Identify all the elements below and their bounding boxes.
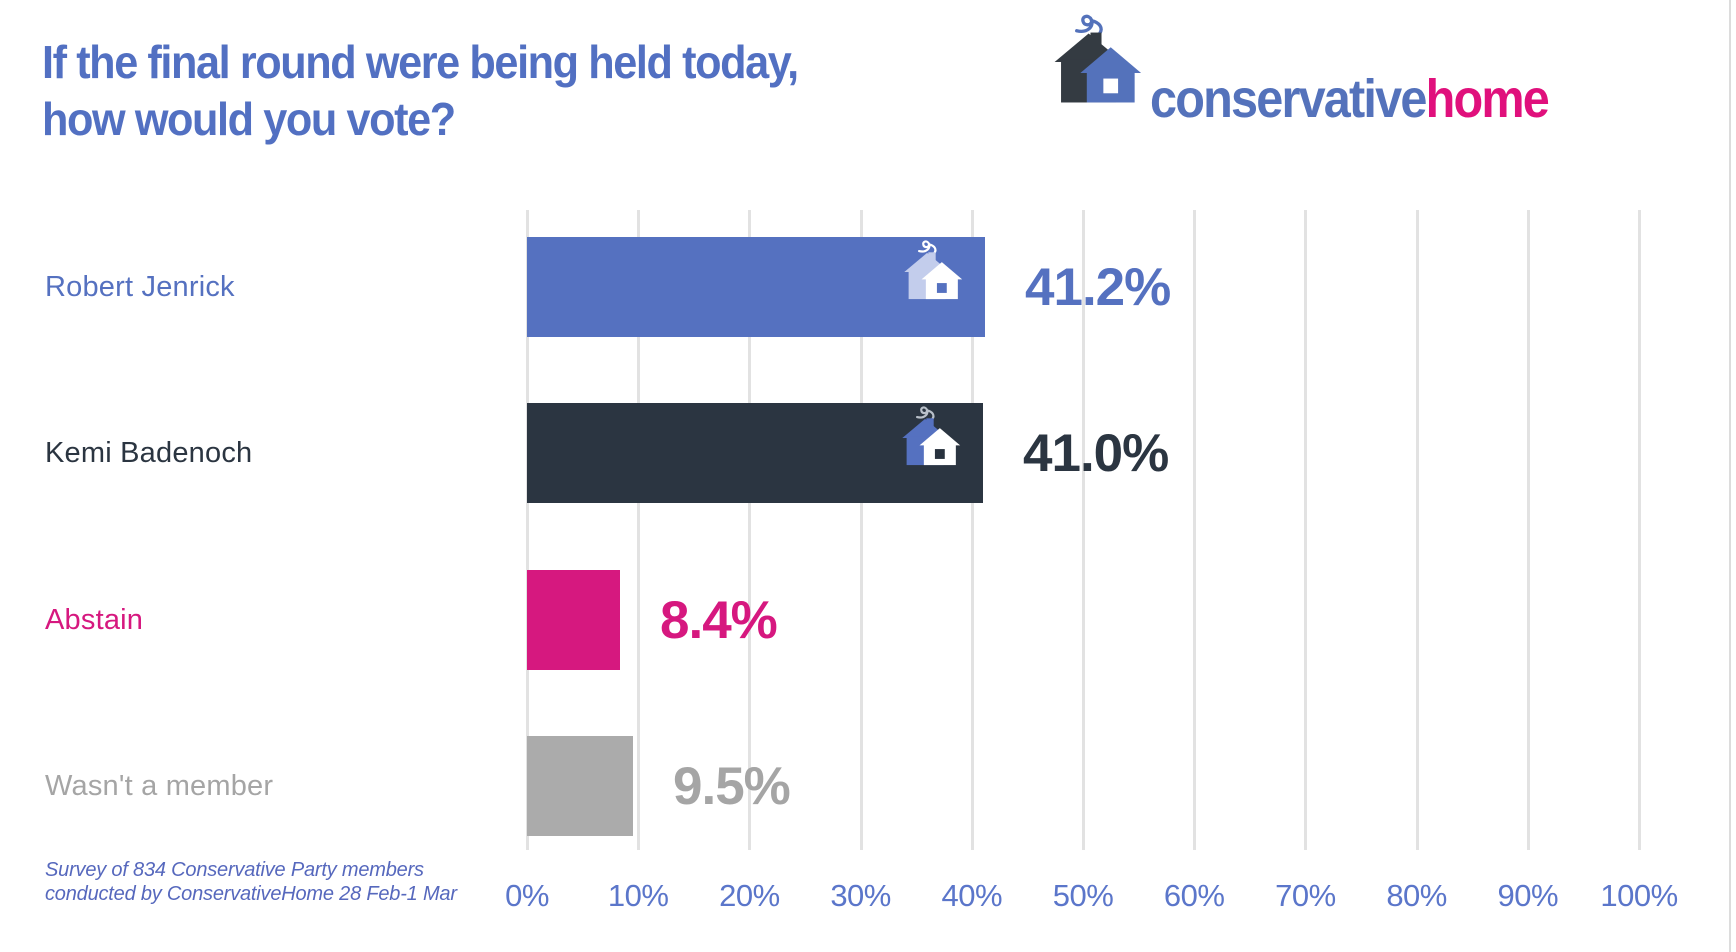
gridline bbox=[637, 210, 641, 850]
gridline bbox=[970, 210, 974, 850]
gridline bbox=[1638, 210, 1641, 850]
gridline bbox=[748, 210, 752, 850]
x-axis-tick-label: 100% bbox=[1600, 878, 1678, 913]
bar-row-wasnt-a-member: Wasn't a member 9.5% bbox=[0, 736, 1736, 836]
chart-title-line1: If the final round were being held today… bbox=[42, 36, 799, 88]
value-label: 9.5% bbox=[673, 756, 791, 816]
gridline bbox=[1526, 210, 1530, 850]
value-label: 8.4% bbox=[660, 590, 778, 650]
gridline bbox=[1415, 210, 1419, 850]
x-axis-tick-label: 90% bbox=[1497, 878, 1559, 913]
right-border-line bbox=[1729, 0, 1731, 952]
category-label: Kemi Badenoch bbox=[45, 436, 253, 469]
gridline bbox=[1193, 210, 1197, 850]
x-axis-tick-label: 30% bbox=[830, 878, 891, 913]
x-axis-tick-label: 20% bbox=[719, 878, 780, 913]
chart-title-line2: how would you vote? bbox=[42, 93, 456, 145]
house-with-chimney-smoke-icon bbox=[899, 406, 961, 470]
survey-footnote: Survey of 834 Conservative Party members… bbox=[45, 858, 457, 906]
bar-row-abstain: Abstain 8.4% bbox=[0, 570, 1736, 670]
gridline bbox=[1082, 210, 1085, 850]
survey-footnote-line2: conducted by ConservativeHome 28 Feb-1 M… bbox=[45, 883, 457, 905]
x-axis-tick-label: 10% bbox=[607, 878, 669, 913]
bar-row-kemi-badenoch: Kemi Badenoch 41.0% bbox=[0, 403, 1736, 503]
bar-robert-jenrick bbox=[527, 237, 985, 337]
category-label: Wasn't a member bbox=[45, 769, 274, 802]
logo-wordmark: conservativehome bbox=[1150, 68, 1550, 130]
conservativehome-logo: conservativehome bbox=[1050, 12, 1610, 132]
logo-word-home: home bbox=[1425, 69, 1550, 129]
x-axis-tick-label: 70% bbox=[1275, 878, 1336, 913]
bar-row-robert-jenrick: Robert Jenrick 41.2% bbox=[0, 237, 1736, 337]
bar-kemi-badenoch bbox=[527, 403, 983, 503]
x-axis-tick-label: 40% bbox=[941, 878, 1003, 913]
x-axis-tick-label: 50% bbox=[1052, 878, 1114, 913]
gridline bbox=[1304, 210, 1308, 850]
x-axis-tick-label: 60% bbox=[1163, 878, 1225, 913]
value-label: 41.2% bbox=[1025, 257, 1171, 317]
bar-abstain bbox=[527, 570, 620, 670]
category-label: Abstain bbox=[45, 603, 144, 636]
gridline bbox=[526, 210, 529, 850]
x-axis-tick-label: 80% bbox=[1386, 878, 1447, 913]
chart-title: If the final round were being held today… bbox=[42, 34, 799, 148]
category-label: Robert Jenrick bbox=[45, 270, 235, 303]
value-label: 41.0% bbox=[1023, 423, 1169, 483]
logo-word-conservative: conservative bbox=[1150, 69, 1427, 129]
survey-footnote-line1: Survey of 834 Conservative Party members bbox=[45, 859, 424, 881]
house-with-chimney-smoke-icon bbox=[901, 240, 963, 304]
x-axis-tick-label: 0% bbox=[505, 878, 549, 913]
gridline bbox=[859, 210, 863, 850]
bar-wasnt-a-member bbox=[527, 736, 633, 836]
house-with-chimney-smoke-icon bbox=[1050, 14, 1142, 110]
